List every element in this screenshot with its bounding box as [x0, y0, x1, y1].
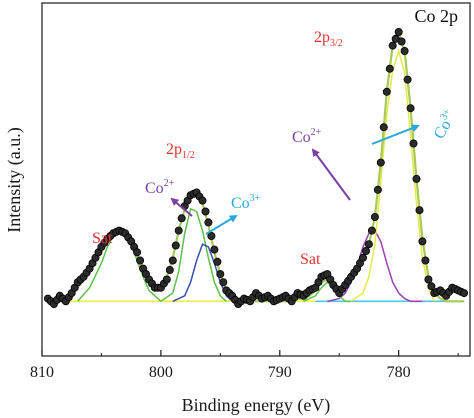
annotation-co2-left-sup: 2+: [164, 178, 175, 189]
data-point: [198, 196, 207, 205]
annotation-2p32: 2p3/2: [314, 29, 343, 49]
data-point: [174, 226, 183, 235]
p12-green-component: [160, 207, 227, 302]
data-point: [213, 257, 222, 266]
annotation-sat-left: Sat: [92, 230, 113, 247]
data-point: [382, 87, 391, 96]
annotation-co2-right-sup: 2+: [311, 127, 322, 138]
annotation-co2-left-main: Co: [145, 180, 164, 197]
annotation-2p12-main: 2p: [166, 141, 182, 158]
data-point: [412, 174, 421, 183]
p12-blue-component: [172, 243, 239, 303]
panel-label: Co 2p: [414, 6, 458, 26]
annotation-co2-left: Co2+: [145, 178, 175, 197]
arrow-co3-right: [371, 124, 420, 145]
data-point: [415, 206, 424, 215]
data-point: [379, 123, 388, 132]
envelope-curve: [47, 28, 465, 303]
data-point: [136, 256, 145, 265]
raw-data-points: [43, 27, 469, 308]
arrow-co2-left: [170, 197, 193, 217]
data-point: [406, 104, 415, 113]
annotation-sat-right: Sat: [300, 251, 321, 268]
data-point: [133, 248, 142, 257]
data-point: [418, 237, 427, 246]
annotation-co3-left: Co3+: [231, 193, 261, 212]
x-tick-label: 810: [30, 364, 54, 381]
annotation-co3-left-sup: 3+: [250, 193, 261, 204]
co3-2p32-component: [350, 48, 435, 302]
data-point: [400, 47, 409, 56]
data-point: [201, 207, 210, 216]
data-point: [397, 37, 406, 46]
data-point: [367, 226, 376, 235]
data-point: [409, 139, 418, 148]
annotation-co2-right-main: Co: [292, 129, 311, 146]
data-point: [394, 27, 403, 36]
data-point: [168, 256, 177, 265]
annotation-co3-right-sup: 3+: [438, 107, 453, 122]
x-tick-label: 780: [387, 364, 411, 381]
data-point: [376, 158, 385, 167]
data-point: [162, 275, 171, 284]
data-point: [385, 64, 394, 73]
annotation-co3-left-main: Co: [231, 195, 250, 212]
annotation-co3-right-main: Co: [431, 117, 455, 142]
annotation-2p32-sub: 3/2: [330, 38, 343, 49]
component-curves: [47, 48, 465, 303]
arrow-co2-right: [311, 148, 351, 201]
data-point: [373, 185, 382, 194]
data-point: [424, 275, 433, 284]
data-point: [427, 282, 436, 291]
x-axis-ticks: 810 800 790 780: [30, 350, 459, 381]
annotation-co3-right: Co3+: [429, 107, 460, 142]
data-point: [210, 245, 219, 254]
plot-frame: [41, 2, 471, 357]
data-point: [207, 231, 216, 240]
annotation-co2-right: Co2+: [292, 127, 322, 146]
data-point: [216, 270, 225, 279]
data-point: [370, 212, 379, 221]
x-tick-label: 800: [149, 364, 173, 381]
data-point: [421, 256, 430, 265]
annotation-2p32-main: 2p: [314, 29, 330, 46]
arrow-co3-left: [205, 214, 238, 235]
data-point: [165, 265, 174, 274]
data-point: [460, 289, 469, 298]
x-tick-label: 790: [268, 364, 292, 381]
data-point: [171, 241, 180, 250]
data-point: [219, 278, 228, 287]
data-point: [403, 75, 412, 84]
x-axis-title: Binding energy (eV): [182, 395, 331, 416]
data-point: [364, 240, 373, 249]
data-point: [361, 246, 370, 255]
envelope-line: [47, 28, 465, 303]
data-point: [358, 253, 367, 262]
data-point: [388, 41, 397, 50]
y-axis-title: Intensity (a.u.): [4, 127, 25, 232]
data-point: [177, 214, 186, 223]
annotation-2p12-sub: 1/2: [182, 150, 195, 161]
data-point: [204, 218, 213, 227]
annotation-2p12: 2p1/2: [166, 141, 195, 161]
